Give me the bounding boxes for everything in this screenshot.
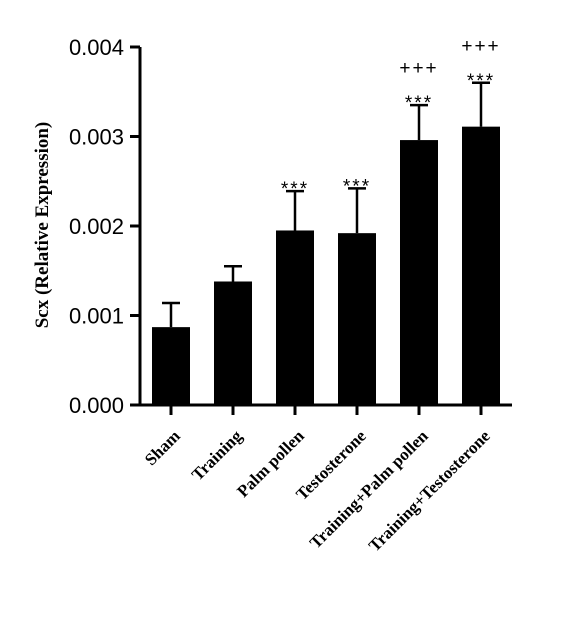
significance-annotations: *** *** *** +++ *** +++ (281, 36, 500, 200)
bars (152, 81, 500, 405)
significance-plus: +++ (399, 58, 438, 79)
significance-stars: *** (281, 179, 309, 200)
bar (152, 327, 190, 405)
y-tick-label: 0.004 (69, 35, 124, 60)
y-axis-title: Scx (Relative Expression) (32, 122, 53, 329)
x-tick-label: Training+Testosterone (365, 426, 494, 555)
bar (276, 230, 314, 405)
x-tick-label: Sham (141, 426, 184, 469)
y-tick-label: 0.003 (69, 125, 124, 150)
bar (338, 233, 376, 405)
significance-stars: *** (343, 176, 371, 197)
bar (214, 281, 252, 405)
y-tick-label: 0.001 (69, 304, 124, 329)
significance-stars: *** (405, 93, 433, 114)
bar (462, 126, 500, 405)
y-axis-title-group: Scx (Relative Expression) (32, 122, 53, 329)
significance-stars: *** (467, 71, 495, 92)
significance-plus: +++ (461, 36, 500, 57)
y-tick-label: 0.002 (69, 214, 124, 239)
axes: 0.000 0.001 0.002 0.003 0.004 (69, 35, 512, 418)
bar (400, 140, 438, 405)
x-tick-label: Training (188, 426, 246, 484)
y-tick-label: 0.000 (69, 393, 124, 418)
x-tick-label: Training+Palm pollen (306, 426, 432, 552)
